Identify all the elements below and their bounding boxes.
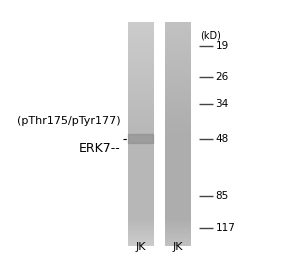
- Text: 85: 85: [216, 191, 229, 201]
- Text: (pThr175/pTyr177): (pThr175/pTyr177): [17, 116, 121, 126]
- Text: 117: 117: [216, 223, 235, 233]
- Bar: [128, 134, 153, 143]
- Text: (kD): (kD): [200, 30, 221, 40]
- Text: 26: 26: [216, 72, 229, 82]
- Text: ERK7--: ERK7--: [79, 142, 121, 155]
- Text: 34: 34: [216, 99, 229, 109]
- Text: JK: JK: [172, 242, 183, 252]
- Text: 48: 48: [216, 134, 229, 144]
- Text: JK: JK: [136, 242, 146, 252]
- Text: 19: 19: [216, 41, 229, 51]
